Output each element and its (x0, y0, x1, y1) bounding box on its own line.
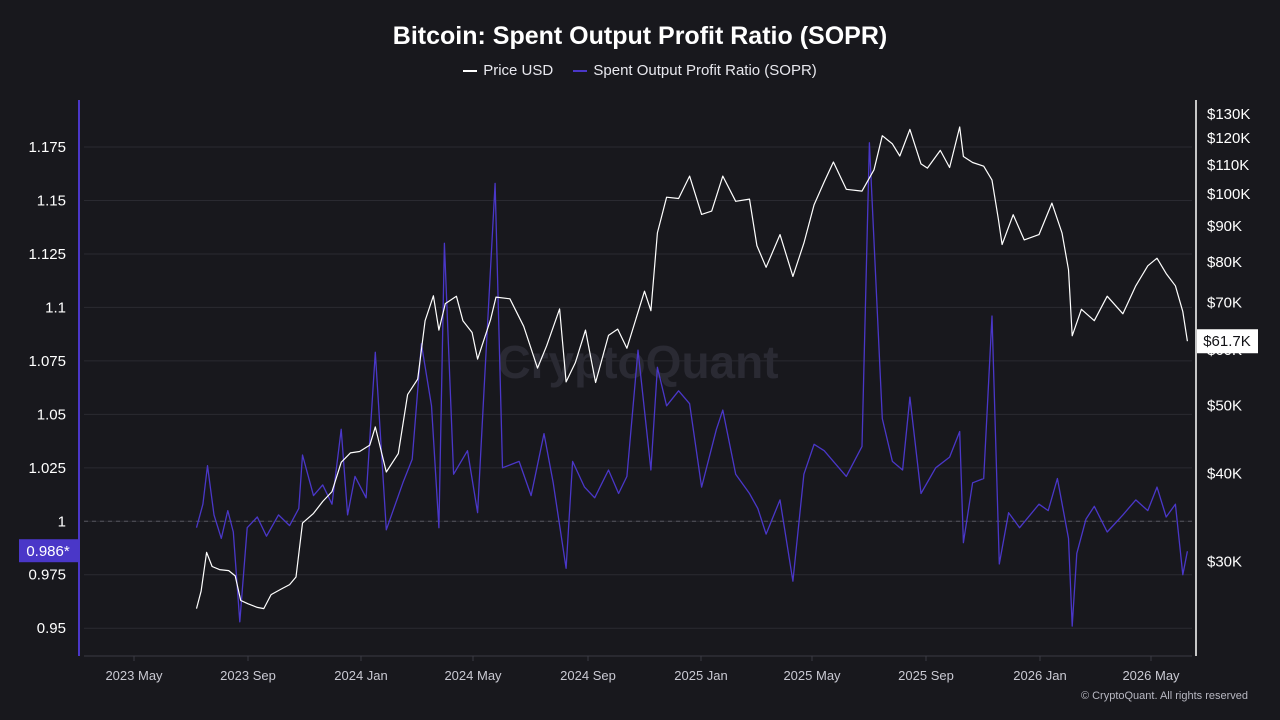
watermark-text: CryptoQuant (497, 336, 778, 388)
right-tick-label: $70K (1207, 295, 1242, 312)
x-tick-label: 2025 Jan (674, 668, 728, 683)
legend-label-sopr: Spent Output Profit Ratio (SOPR) (593, 62, 817, 79)
x-axis-ticks: 2023 May 2023 Sep 2024 Jan 2024 May 2024 Sep… (105, 656, 1180, 683)
left-tick-label: 1.025 (28, 460, 66, 477)
right-tick-label: $50K (1207, 397, 1242, 414)
left-tick-label: 1.1 (45, 299, 66, 316)
legend-item-price[interactable]: Price USD (463, 62, 553, 79)
x-tick-label: 2024 Jan (334, 668, 388, 683)
x-tick-label: 2025 May (783, 668, 841, 683)
legend-swatch-sopr (573, 70, 588, 73)
left-tick-label: 1.125 (28, 246, 66, 263)
right-tick-label: $40K (1207, 466, 1242, 483)
x-tick-label: 2026 Jan (1013, 668, 1067, 683)
legend-swatch-price (463, 70, 478, 73)
right-tick-label: $90K (1207, 218, 1242, 235)
price-value-badge-text: $61.7K (1203, 333, 1251, 350)
x-tick-label: 2024 May (444, 668, 502, 683)
legend-label-price: Price USD (483, 62, 554, 79)
legend-item-sopr[interactable]: Spent Output Profit Ratio (SOPR) (573, 62, 817, 79)
price-line (195, 126, 1188, 610)
left-tick-label: 1.05 (37, 406, 66, 423)
right-tick-label: $110K (1207, 157, 1249, 174)
sopr-value-badge (19, 539, 78, 563)
legend: Price USD Spent Output Profit Ratio (SOP… (0, 62, 1280, 79)
sopr-line (195, 142, 1189, 627)
copyright-footer: © CryptoQuant. All rights reserved (1080, 690, 1248, 702)
right-tick-label: $80K (1207, 254, 1242, 271)
price-layer (195, 126, 1188, 610)
x-tick-label: 2023 Sep (220, 668, 276, 683)
axes-layer (78, 100, 1197, 657)
right-tick-label: $30K (1207, 553, 1242, 570)
right-tick-label: $130K (1207, 106, 1250, 123)
right-tick-label: $100K (1207, 186, 1250, 203)
left-tick-label: 1 (58, 513, 66, 530)
sopr-value-badge-text: 0.986* (26, 543, 70, 560)
left-axis-ticks: 1.175 1.15 1.125 1.1 1.075 1.05 1.025 1 0.975 0.9… (28, 139, 66, 637)
grid-layer (84, 146, 1192, 629)
left-tick-label: 1.175 (28, 139, 66, 156)
chart-title: Bitcoin: Spent Output Profit Ratio (SOPR… (392, 22, 888, 50)
x-tick-label: 2023 May (105, 668, 163, 683)
left-tick-label: 0.975 (28, 567, 66, 584)
right-tick-label: $120K (1207, 130, 1250, 147)
sopr-layer (195, 142, 1189, 627)
left-tick-label: 1.15 (37, 193, 66, 210)
left-tick-label: 0.95 (37, 620, 66, 637)
value-badges: 0.986* $61.7K (19, 329, 1258, 563)
x-tick-label: 2025 Sep (898, 668, 954, 683)
left-tick-label: 1.075 (28, 353, 66, 370)
x-tick-label: 2026 May (1122, 668, 1180, 683)
x-tick-label: 2024 Sep (560, 668, 616, 683)
price-value-badge (1197, 329, 1258, 354)
